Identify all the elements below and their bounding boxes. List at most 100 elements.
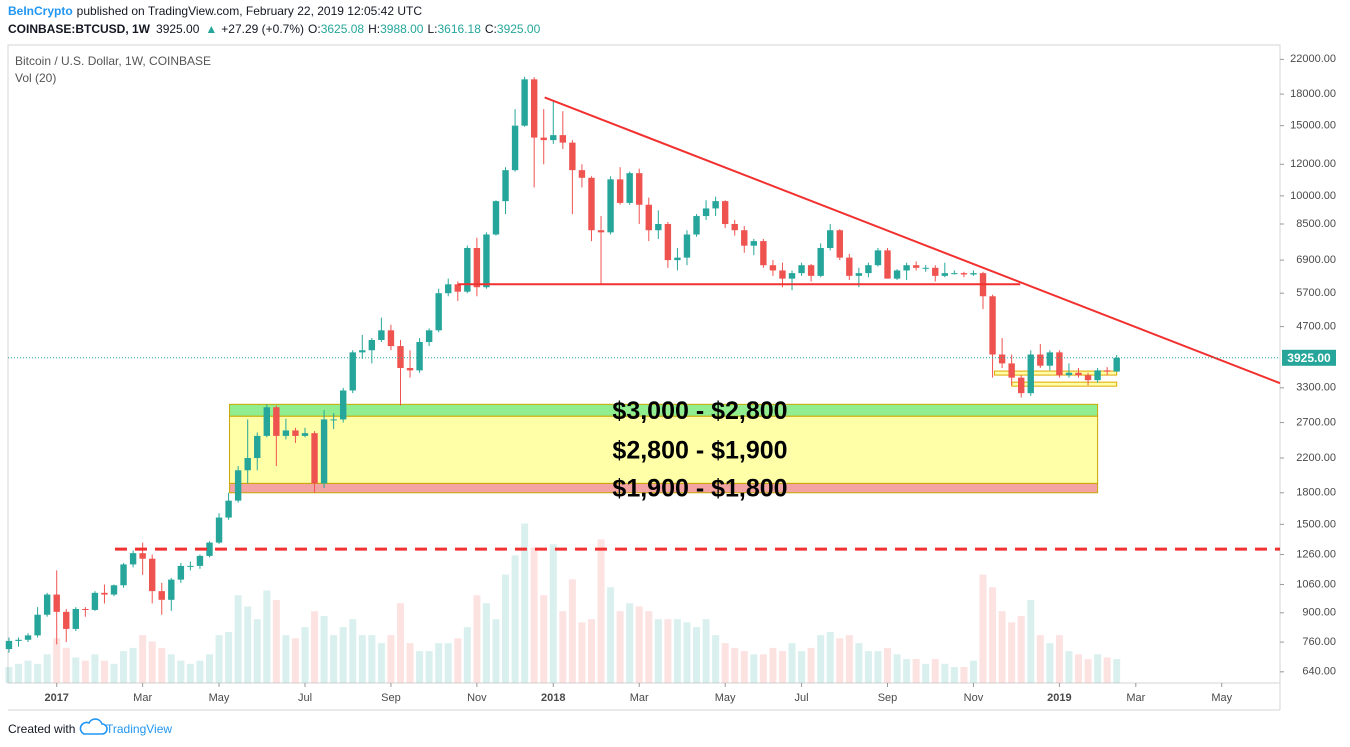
volume-bar [186, 663, 194, 683]
volume-bar [817, 635, 825, 683]
candle-body [1075, 372, 1082, 376]
volume-bar [969, 660, 977, 683]
publisher[interactable]: BeInCrypto [8, 4, 73, 18]
volume-bar [244, 606, 252, 683]
volume-bar [492, 619, 500, 683]
x-tick-label: Mar [1126, 692, 1145, 704]
zone-label: $2,800 - $1,900 [612, 436, 787, 464]
volume-bar [291, 638, 299, 683]
y-tick-label: 4700.00 [1296, 320, 1336, 332]
candle-body [741, 230, 748, 246]
candle-body [846, 257, 853, 276]
candle-body [941, 273, 949, 276]
volume-bar [731, 647, 739, 683]
tradingview-logo[interactable]: TradingView [79, 718, 172, 736]
volume-bar [62, 647, 70, 683]
candle-body [416, 341, 423, 371]
volume-bar [272, 600, 280, 683]
volume-bar [81, 660, 89, 683]
volume-bar [43, 654, 51, 683]
candle-body [922, 267, 929, 269]
zone-label: $1,900 - $1,800 [612, 475, 787, 503]
x-tick-label: Nov [467, 692, 487, 704]
volume-bar [750, 654, 758, 683]
candle-body [798, 265, 805, 274]
candle-body [616, 179, 624, 203]
volume-bar [1055, 635, 1063, 683]
volume-bar [1094, 654, 1102, 683]
volume-bar [931, 659, 939, 683]
volume-bar [922, 663, 930, 683]
candle-body [225, 500, 232, 518]
volume-bar [654, 619, 662, 683]
candle-body [521, 79, 528, 126]
candle-body [378, 330, 385, 340]
close-label: C: [485, 22, 497, 36]
volume-bar [568, 579, 576, 683]
candle-body [998, 354, 1006, 364]
candle-body [206, 542, 213, 556]
candle-body [540, 137, 547, 141]
volume-bar [377, 643, 385, 683]
y-tick-label: 2700.00 [1296, 416, 1336, 428]
y-tick-label: 10000.00 [1290, 190, 1336, 202]
volume-bar [664, 619, 672, 683]
volume-bar [759, 654, 767, 683]
last-price-label: 3925.00 [1287, 351, 1331, 365]
candle-body [473, 247, 481, 288]
volume-bar [1027, 600, 1035, 683]
volume-bar [253, 619, 261, 683]
candle-body [91, 592, 99, 610]
candle-body [24, 635, 32, 640]
volume-bar [778, 651, 786, 683]
candle-body [693, 216, 700, 235]
y-tick-label: 640.00 [1302, 666, 1336, 678]
candle-body [445, 284, 452, 294]
volume-bar [635, 606, 643, 683]
candle-body [292, 430, 299, 436]
x-tick-label: Sep [381, 692, 401, 704]
x-tick-label: Mar [133, 692, 152, 704]
candle-body [359, 350, 366, 353]
x-tick-label: Jul [795, 692, 809, 704]
candle-body [788, 273, 796, 279]
volume-bar [120, 651, 128, 683]
candle-body [912, 265, 920, 268]
volume-bar [301, 627, 309, 683]
volume-bar [320, 616, 328, 683]
volume-bar [196, 660, 204, 683]
candle-body [53, 594, 60, 612]
candle-body [1065, 372, 1073, 376]
volume-bar [177, 660, 185, 683]
volume-bar [15, 663, 23, 683]
candle-body [301, 433, 309, 436]
candle-body [254, 435, 261, 459]
logo-icon [79, 718, 108, 735]
volume-bar [826, 631, 834, 683]
volume-bar [1036, 635, 1044, 683]
candle-body [530, 79, 538, 138]
footer-created: Created with [8, 722, 75, 736]
candle-body [721, 201, 729, 225]
candle-body [110, 585, 118, 595]
candle-body [855, 273, 863, 276]
candle-body [187, 565, 194, 567]
volume-bar [1008, 622, 1016, 683]
candle-body [234, 470, 242, 501]
candle-body [865, 265, 872, 274]
y-tick-label: 1060.00 [1296, 578, 1336, 590]
volume-bar [587, 619, 595, 683]
publish-line: BeInCrypto published on TradingView.com, … [8, 4, 422, 18]
footer-brand[interactable]: TradingView [106, 722, 172, 736]
open-label: O: [308, 22, 321, 36]
candle-body [15, 639, 22, 641]
volume-bar [167, 654, 175, 683]
candle-body [636, 173, 643, 205]
candle-body [578, 170, 586, 178]
candle-body [454, 284, 461, 292]
range-box [993, 370, 1118, 376]
volume-bar [702, 619, 710, 683]
candle-body [148, 558, 156, 592]
candle-body [884, 250, 891, 279]
